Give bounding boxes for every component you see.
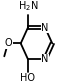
Text: N: N [41, 23, 49, 33]
Text: O: O [5, 38, 12, 48]
Text: N: N [41, 54, 49, 64]
Text: HO: HO [20, 73, 35, 83]
Text: H$_2$N: H$_2$N [18, 0, 38, 13]
